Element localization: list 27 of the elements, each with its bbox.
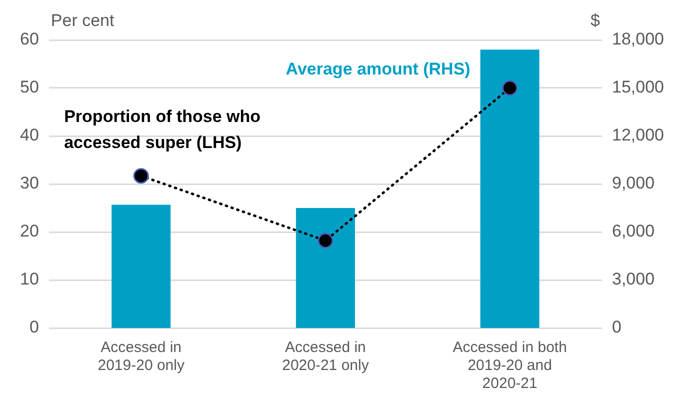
y2-tick-label: 0 <box>612 318 622 337</box>
y-tick-label: 30 <box>20 174 39 193</box>
bar <box>112 204 171 328</box>
y2-axis-title: $ <box>590 11 601 30</box>
y-tick-label: 20 <box>20 222 39 241</box>
y-tick-label: 50 <box>20 78 39 97</box>
point <box>502 80 518 96</box>
y2-tick-label: 3,000 <box>612 270 655 289</box>
x-tick-label: Accessed in 2020-21 only <box>282 339 370 374</box>
y2-tick-label: 9,000 <box>612 174 655 193</box>
y-tick-label: 40 <box>20 126 39 145</box>
y2-tick-label: 15,000 <box>612 78 664 97</box>
series-label: Average amount (RHS) <box>286 59 470 78</box>
y-axis-title: Per cent <box>50 11 114 30</box>
bar <box>296 208 355 328</box>
point <box>133 168 149 184</box>
y2-tick-label: 6,000 <box>612 222 655 241</box>
y2-tick-label: 12,000 <box>612 126 664 145</box>
x-tick-label: Accessed in both 2019-20 and 2020-21 <box>452 339 567 392</box>
bar <box>480 50 540 328</box>
y-tick-label: 10 <box>20 270 39 289</box>
y2-tick-label: 18,000 <box>612 30 664 49</box>
y-tick-label: 0 <box>29 318 39 337</box>
text: Proportion of those who accessed super (LHS) <box>64 107 261 152</box>
x-tick-label: Accessed in 2019-20 only <box>98 339 185 374</box>
point <box>318 232 334 248</box>
y-tick-label: 60 <box>20 30 39 49</box>
